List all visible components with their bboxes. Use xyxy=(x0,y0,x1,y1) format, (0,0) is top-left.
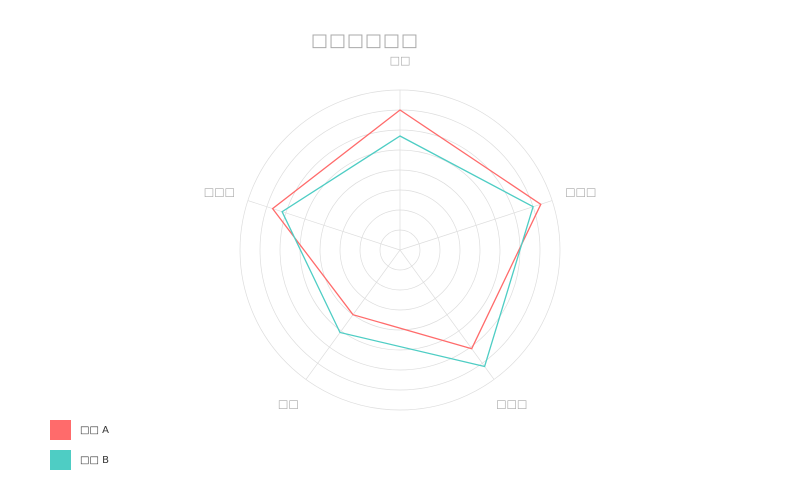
axis-spoke xyxy=(247,200,401,251)
series-line-b xyxy=(281,135,534,368)
series-line-a xyxy=(271,109,542,350)
axis-label: □□□ xyxy=(496,398,527,411)
axis-spoke xyxy=(399,249,495,380)
legend-item-series-a[interactable]: □□ A xyxy=(50,420,109,440)
legend: □□ A □□ B xyxy=(50,420,109,480)
chart-title: □□□□□□ xyxy=(310,30,420,51)
legend-label-series-b: □□ B xyxy=(80,454,109,466)
legend-item-series-b[interactable]: □□ B xyxy=(50,450,109,470)
legend-label-series-a: □□ A xyxy=(80,424,109,436)
axis-label: □□□ xyxy=(204,185,235,198)
axis-label: □□□ xyxy=(565,185,596,198)
axis-label: □□ xyxy=(278,398,299,411)
axis-spoke xyxy=(399,200,553,251)
legend-swatch-series-a xyxy=(50,420,71,440)
axis-label: □□ xyxy=(390,54,411,67)
legend-swatch-series-b xyxy=(50,450,71,470)
